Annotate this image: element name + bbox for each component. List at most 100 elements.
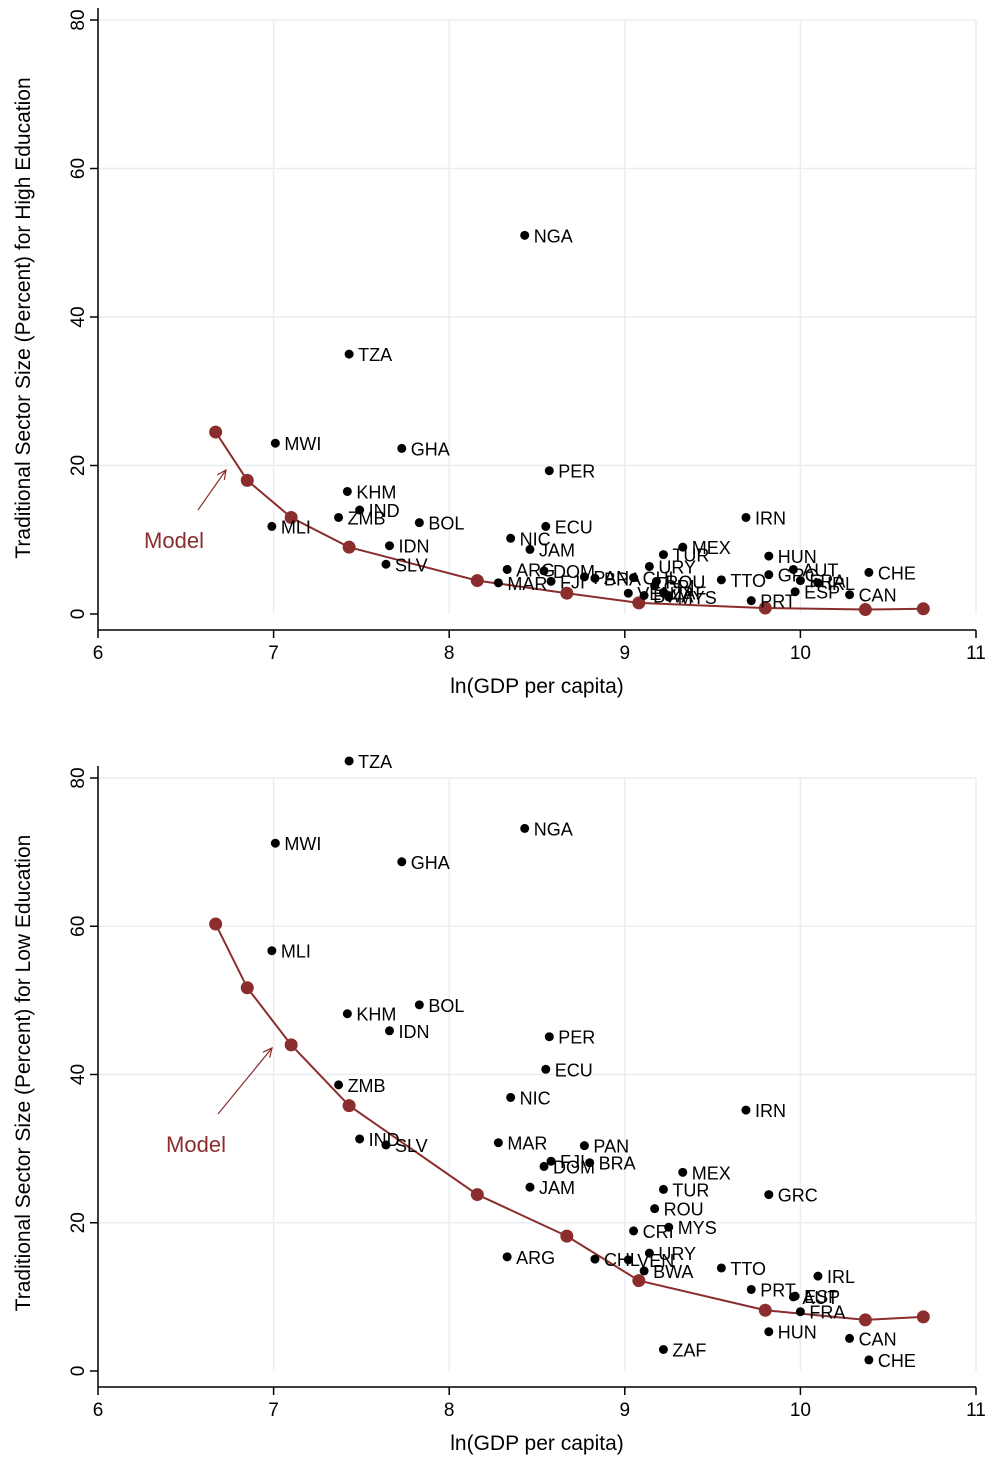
country-point-zaf: [658, 1345, 668, 1355]
y-tick-label: 60: [68, 158, 89, 179]
country-point-can: [845, 590, 855, 600]
country-point-prt: [746, 596, 756, 606]
country-label-rou: ROU: [665, 572, 705, 592]
country-label-mys: MYS: [678, 588, 717, 608]
country-point-cri: [629, 1226, 639, 1236]
country-label-jam: JAM: [539, 540, 575, 560]
country-label-idn: IDN: [398, 1022, 429, 1042]
model-point: [858, 603, 872, 617]
country-point-dom: [539, 1161, 549, 1171]
x-tick-label: 9: [620, 1400, 631, 1421]
country-point-mex: [678, 542, 688, 552]
country-label-esp: ESP: [804, 1287, 840, 1307]
country-point-khm: [342, 486, 352, 496]
country-label-aut: AUT: [802, 1288, 838, 1308]
country-point-fra: [795, 576, 805, 586]
country-label-prt: PRT: [760, 592, 796, 612]
country-point-mli: [267, 521, 277, 531]
country-label-mar: MAR: [507, 1134, 547, 1154]
country-label-ven: VEN: [637, 1251, 674, 1271]
country-point-irn: [741, 1105, 751, 1115]
model-point: [342, 540, 356, 554]
country-label-tza: TZA: [358, 345, 392, 365]
country-label-arg: ARG: [516, 560, 555, 580]
country-label-mex: MEX: [692, 538, 731, 558]
country-label-cri: CRI: [664, 577, 695, 597]
country-point-grc: [764, 570, 774, 580]
model-point: [470, 1188, 484, 1202]
country-point-chl: [590, 1254, 600, 1264]
country-point-ecu: [541, 1064, 551, 1074]
country-label-tza: TZA: [358, 752, 392, 772]
model-point: [916, 602, 930, 616]
country-point-arg: [502, 564, 512, 574]
model-arrow: [217, 1047, 273, 1115]
country-label-mwi: MWI: [284, 834, 321, 854]
country-point-jam: [525, 544, 535, 554]
country-point-aut: [788, 564, 798, 574]
country-label-bwa: BWA: [653, 1262, 693, 1282]
country-point-ury: [644, 1248, 654, 1258]
country-point-bwa: [639, 590, 649, 600]
country-point-bra: [585, 1158, 595, 1168]
country-label-esp: ESP: [804, 583, 840, 603]
model-point: [560, 586, 574, 600]
country-point-idn: [384, 541, 394, 551]
country-label-irl: IRL: [827, 574, 855, 594]
chart-panel-1: 0 20 40 60 80 6 7 8 9 10 11 ln(GDP per capita) Tradi…: [12, 8, 986, 698]
country-point-rou: [650, 1204, 660, 1214]
country-label-pan: PAN: [593, 1137, 629, 1157]
country-label-nga: NGA: [534, 226, 573, 246]
country-point-mar: [493, 578, 503, 588]
country-label-idn: IDN: [398, 537, 429, 557]
model-point: [632, 596, 646, 610]
country-point-tto: [716, 575, 726, 585]
country-label-arg: ARG: [516, 1248, 555, 1268]
model-point: [240, 981, 254, 995]
country-point-tza: [344, 756, 354, 766]
country-label-ecu: ECU: [555, 1060, 593, 1080]
country-label-zmb: ZMB: [348, 1076, 386, 1096]
country-point-hun: [764, 551, 774, 561]
x-tick-label: 8: [444, 1400, 455, 1421]
country-label-ury: URY: [658, 557, 696, 577]
model-point: [470, 574, 484, 588]
country-point-esp: [790, 1291, 800, 1301]
y-tick-label: 80: [68, 9, 89, 30]
country-label-bol: BOL: [428, 514, 464, 534]
x-tick-label: 6: [93, 643, 104, 664]
model-point: [560, 1229, 574, 1243]
country-point-che: [864, 567, 874, 577]
country-point-hun: [764, 1327, 774, 1337]
country-point-tto: [716, 1263, 726, 1273]
country-point-irn: [741, 512, 751, 522]
country-label-mex: MEX: [692, 1163, 731, 1183]
model-arrow: [197, 469, 227, 511]
country-label-nic: NIC: [520, 1088, 551, 1108]
model-point: [209, 425, 223, 439]
y-tick-label: 40: [68, 1064, 89, 1085]
x-tick-label: 7: [268, 1400, 279, 1421]
country-point-ven: [623, 588, 633, 598]
country-point-bwa: [639, 1266, 649, 1276]
country-label-gha: GHA: [411, 439, 450, 459]
country-point-bol: [414, 1000, 424, 1010]
country-label-mar: MAR: [507, 574, 547, 594]
country-point-nga: [520, 823, 530, 833]
country-point-can: [845, 1333, 855, 1343]
country-label-ind: IND: [369, 501, 400, 521]
country-point-pan: [579, 572, 589, 582]
country-label-pan: PAN: [593, 568, 629, 588]
x-tick-label: 11: [966, 643, 986, 664]
country-point-bol: [414, 518, 424, 528]
country-label-dom: DOM: [553, 1157, 595, 1177]
country-label-gha: GHA: [411, 853, 450, 873]
country-point-slv: [381, 1140, 391, 1150]
country-label-per: PER: [558, 1028, 595, 1048]
country-point-fji: [546, 576, 556, 586]
country-point-fji: [546, 1156, 556, 1166]
country-label-fra: FRA: [809, 572, 845, 592]
country-point-ven: [623, 1255, 633, 1265]
country-point-irl: [813, 578, 823, 588]
